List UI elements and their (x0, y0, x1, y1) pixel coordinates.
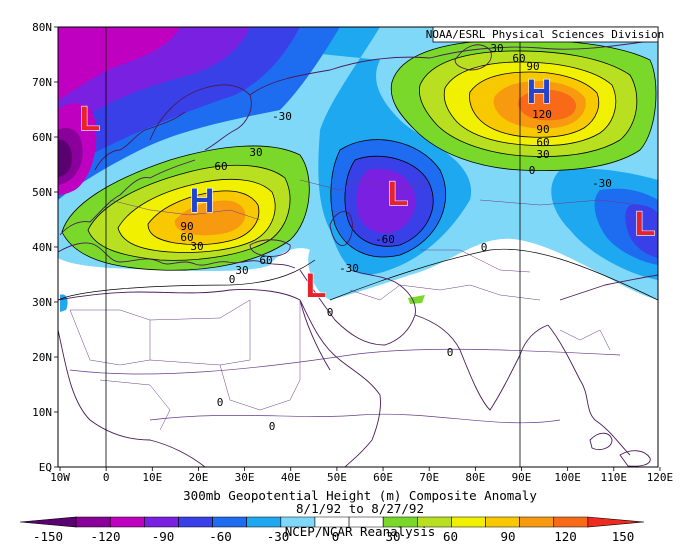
lon-label: 120E (647, 471, 674, 484)
contour-label: 30 (536, 148, 549, 161)
contour-label: -30 (339, 262, 359, 275)
lat-label: 20N (32, 351, 52, 364)
contour-lines (58, 39, 658, 424)
lon-label: 40E (281, 471, 301, 484)
high-center: H (527, 73, 552, 111)
anomaly-fill (58, 27, 658, 312)
contour-label: 0 (481, 241, 488, 254)
contour-label: 30 (190, 240, 203, 253)
coastlines (58, 39, 658, 467)
colorbar-tick-label: 90 (500, 529, 515, 544)
colorbar-swatch (246, 516, 282, 528)
longitude-axis: 10W 0 10E 20E 30E 40E 50E 60E 70E 80E 90E 100E 110E 1… (50, 471, 673, 484)
contour-label: 90 (526, 60, 539, 73)
lat-label: EQ (39, 461, 52, 474)
colorbar-swatch (485, 516, 520, 528)
high-center: H (190, 182, 215, 220)
credit-box (432, 26, 659, 43)
colorbar-tick-label: 60 (443, 529, 458, 544)
contour-label: 90 (536, 123, 549, 136)
colorbar-swatch (451, 516, 486, 528)
low-center: L (635, 205, 656, 243)
colorbar-tick-label: -150 (33, 529, 63, 544)
contour-label: -30 (592, 177, 612, 190)
colorbar-tick-label: -30 (267, 529, 290, 544)
contour-label: 90 (180, 220, 193, 233)
lon-label: 10W (50, 471, 70, 484)
credit-text: NOAA/ESRL Physical Sciences Division (426, 28, 664, 41)
lon-label: 80E (465, 471, 485, 484)
lon-label: 110E (601, 471, 628, 484)
contour-label: -30 (272, 110, 292, 123)
colorbar-swatch (109, 516, 145, 528)
country-borders (69, 179, 641, 431)
colorbar-swatch (212, 516, 248, 528)
lat-label: 40N (32, 241, 52, 254)
colorbar-swatch (178, 516, 213, 528)
low-center: L (388, 175, 409, 213)
contour-label: 30 (249, 146, 262, 159)
lat-label: 10N (32, 406, 52, 419)
colorbar-tick-label: 120 (554, 529, 577, 544)
lat-label: 50N (32, 186, 52, 199)
lat-label: 60N (32, 131, 52, 144)
low-center: L (80, 100, 101, 138)
colorbar-tick-labels: -150 -120 -90 -60 -30 0 30 60 90 120 150 (33, 529, 634, 544)
colorbar (19, 516, 645, 528)
latitude-axis: 80N 70N 60N 50N 40N 30N 20N 10N EQ (32, 21, 52, 474)
lat-label: 70N (32, 76, 52, 89)
map-title: 300mb Geopotential Height (m) Composite … (183, 488, 537, 503)
contour-label: 60 (180, 231, 193, 244)
contour-label: 120 (532, 108, 552, 121)
colorbar-swatch (587, 516, 645, 528)
lon-label: 50E (327, 471, 347, 484)
colorbar-swatch (553, 516, 589, 528)
lon-label: 70E (419, 471, 439, 484)
contour-label: 0 (327, 306, 334, 319)
low-center: L (306, 267, 327, 305)
colorbar-tick-label: -60 (209, 529, 232, 544)
data-source: NCEP/NCAR Reanalysis (285, 524, 436, 539)
contour-label: 0 (269, 420, 276, 433)
colorbar-tick-label: 30 (385, 529, 400, 544)
contour-label: 0 (217, 396, 224, 409)
lon-label: 30E (235, 471, 255, 484)
colorbar-swatch (19, 516, 77, 528)
contour-label: 0 (447, 346, 454, 359)
lon-label: 60E (373, 471, 393, 484)
colorbar-tick-label: 0 (332, 529, 340, 544)
lon-label: 10E (142, 471, 162, 484)
contour-label: -60 (375, 233, 395, 246)
colorbar-tick-label: -120 (90, 529, 120, 544)
lon-label: 0 (103, 471, 110, 484)
lon-label: 20E (189, 471, 209, 484)
lat-label: 80N (32, 21, 52, 34)
contour-label: 60 (214, 160, 227, 173)
contour-label-group: -30306030609060300-60-300306090120906030… (180, 42, 612, 433)
colorbar-tick-label: -90 (152, 529, 175, 544)
colorbar-swatch (519, 516, 555, 528)
contour-label: 60 (259, 254, 272, 267)
contour-label: 60 (536, 136, 549, 149)
pressure-centers: L H L L H L (79, 72, 656, 305)
contour-label: 30 (235, 264, 248, 277)
lon-label: 90E (512, 471, 532, 484)
colorbar-swatch (144, 516, 179, 528)
colorbar-tick-label: 150 (612, 529, 635, 544)
contour-label: 0 (529, 164, 536, 177)
contour-label: 0 (229, 273, 236, 286)
lon-label: 100E (554, 471, 581, 484)
map-date-range: 8/1/92 to 8/27/92 (296, 501, 424, 516)
contour-label: 30 (490, 42, 503, 55)
axis-ticks (54, 26, 661, 471)
colorbar-swatch (75, 516, 111, 528)
lat-label: 30N (32, 296, 52, 309)
contour-label: 60 (512, 52, 525, 65)
